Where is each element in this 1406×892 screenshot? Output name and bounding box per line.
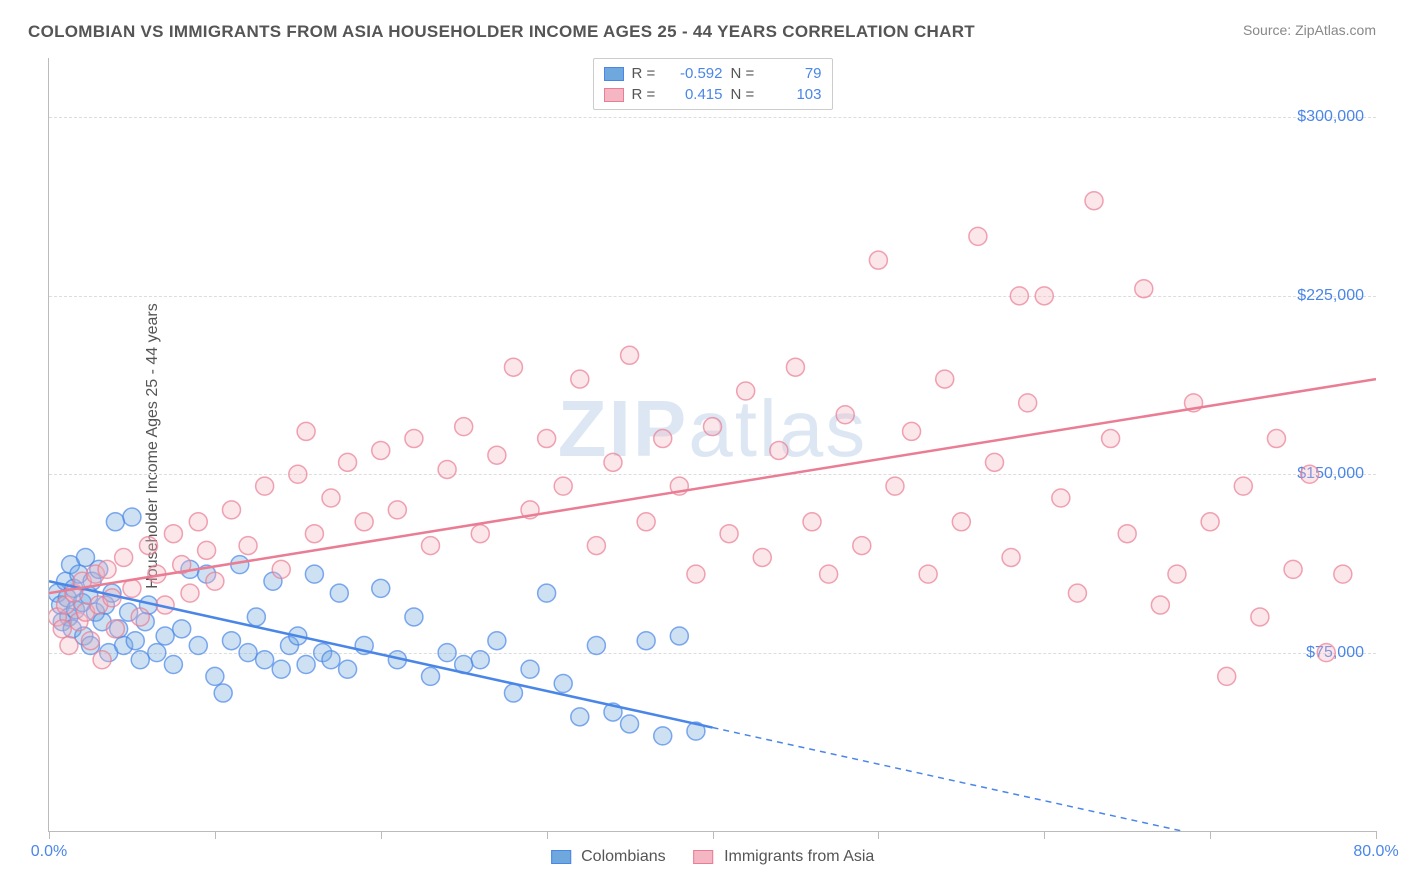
chart-title: COLOMBIAN VS IMMIGRANTS FROM ASIA HOUSEH… — [28, 22, 975, 42]
legend-label-asia: Immigrants from Asia — [724, 848, 874, 865]
source-attribution: Source: ZipAtlas.com — [1243, 22, 1376, 38]
source-label: Source: — [1243, 22, 1291, 38]
legend-stats: R = -0.592 N = 79 R = 0.415 N = 103 — [593, 58, 833, 110]
stat-r-asia: 0.415 — [668, 84, 723, 105]
source-name: ZipAtlas.com — [1295, 22, 1376, 38]
stat-r-colombians: -0.592 — [668, 63, 723, 84]
legend-item-colombians: Colombians — [551, 848, 666, 866]
stat-n-asia: 103 — [767, 84, 822, 105]
stat-n-colombians: 79 — [767, 63, 822, 84]
x-tick-label: 80.0% — [1353, 843, 1398, 861]
swatch-asia-bottom — [694, 850, 714, 864]
plot-area: ZIPatlas R = -0.592 N = 79 R = 0.415 N =… — [48, 58, 1376, 832]
legend-row-colombians: R = -0.592 N = 79 — [604, 63, 822, 84]
legend-series: Colombians Immigrants from Asia — [551, 848, 875, 866]
legend-label-colombians: Colombians — [581, 848, 665, 865]
swatch-colombians — [604, 67, 624, 81]
swatch-colombians-bottom — [551, 850, 571, 864]
stat-n-label: N = — [731, 84, 759, 105]
legend-row-asia: R = 0.415 N = 103 — [604, 84, 822, 105]
stat-r-label: R = — [632, 63, 660, 84]
legend-item-asia: Immigrants from Asia — [694, 848, 875, 866]
stat-n-label: N = — [731, 63, 759, 84]
x-tick-label: 0.0% — [31, 843, 67, 861]
stat-r-label: R = — [632, 84, 660, 105]
chart-svg — [49, 58, 1376, 831]
swatch-asia — [604, 88, 624, 102]
